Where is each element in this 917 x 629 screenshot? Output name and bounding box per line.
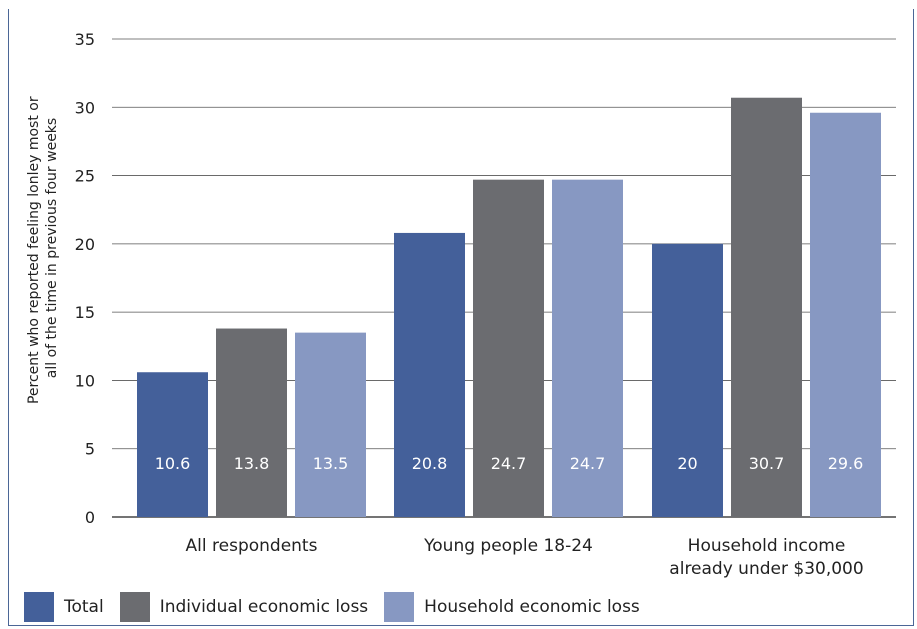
- data-label: 29.6: [828, 454, 864, 473]
- bar: [295, 332, 366, 517]
- data-label: 20: [677, 454, 697, 473]
- data-labels: 10.6 13.8 13.5 20.8 24.7 24.7 20 30.7 29.6: [155, 454, 864, 473]
- legend-swatch-household: [384, 592, 415, 622]
- legend-item-total: Total: [24, 592, 104, 622]
- bar: [394, 232, 465, 517]
- y-tick-label: 30: [75, 98, 95, 117]
- legend-label-household: Household economic loss: [424, 597, 640, 617]
- data-label: 30.7: [749, 454, 785, 473]
- y-tick-label: 0: [85, 508, 95, 527]
- legend: Total Individual economic loss Household…: [24, 592, 656, 622]
- y-tick-label: 35: [75, 30, 95, 49]
- y-tick-label: 10: [75, 371, 95, 390]
- data-label: 24.7: [491, 454, 527, 473]
- y-tick-label: 5: [85, 440, 95, 459]
- data-label: 10.6: [155, 454, 191, 473]
- chart-frame: [8, 9, 914, 626]
- legend-label-individual: Individual economic loss: [159, 597, 369, 617]
- y-tick-label: 25: [75, 167, 95, 186]
- y-axis-ticks: 0 5 10 15 20 25 30 35: [75, 30, 95, 527]
- bar: [652, 243, 723, 517]
- legend-item-household: Household economic loss: [384, 592, 640, 622]
- bar: [810, 112, 881, 518]
- y-tick-label: 15: [75, 303, 95, 322]
- legend-swatch-total: [24, 592, 54, 622]
- legend-label-total: Total: [64, 597, 104, 617]
- y-tick-label: 20: [75, 235, 95, 254]
- x-category-label: Household income: [688, 536, 846, 556]
- data-label: 13.8: [234, 454, 270, 473]
- x-category-label: already under $30,000: [669, 559, 863, 579]
- data-label: 13.5: [313, 454, 349, 473]
- bar: [731, 97, 802, 518]
- data-label: 20.8: [412, 454, 448, 473]
- x-axis-labels: All respondents Young people 18-24 Househo…: [186, 536, 864, 579]
- x-category-label: All respondents: [186, 536, 318, 556]
- legend-swatch-individual: [119, 592, 150, 622]
- x-category-label: Young people 18-24: [423, 536, 593, 556]
- bar: [552, 179, 623, 517]
- bar: [473, 179, 544, 517]
- legend-item-individual: Individual economic loss: [119, 592, 369, 622]
- bar: [216, 328, 287, 517]
- bars: [137, 97, 881, 518]
- y-axis-label: Percent who reported feeling lonley most…: [26, 92, 60, 404]
- data-label: 24.7: [570, 454, 606, 473]
- bar: [137, 372, 208, 517]
